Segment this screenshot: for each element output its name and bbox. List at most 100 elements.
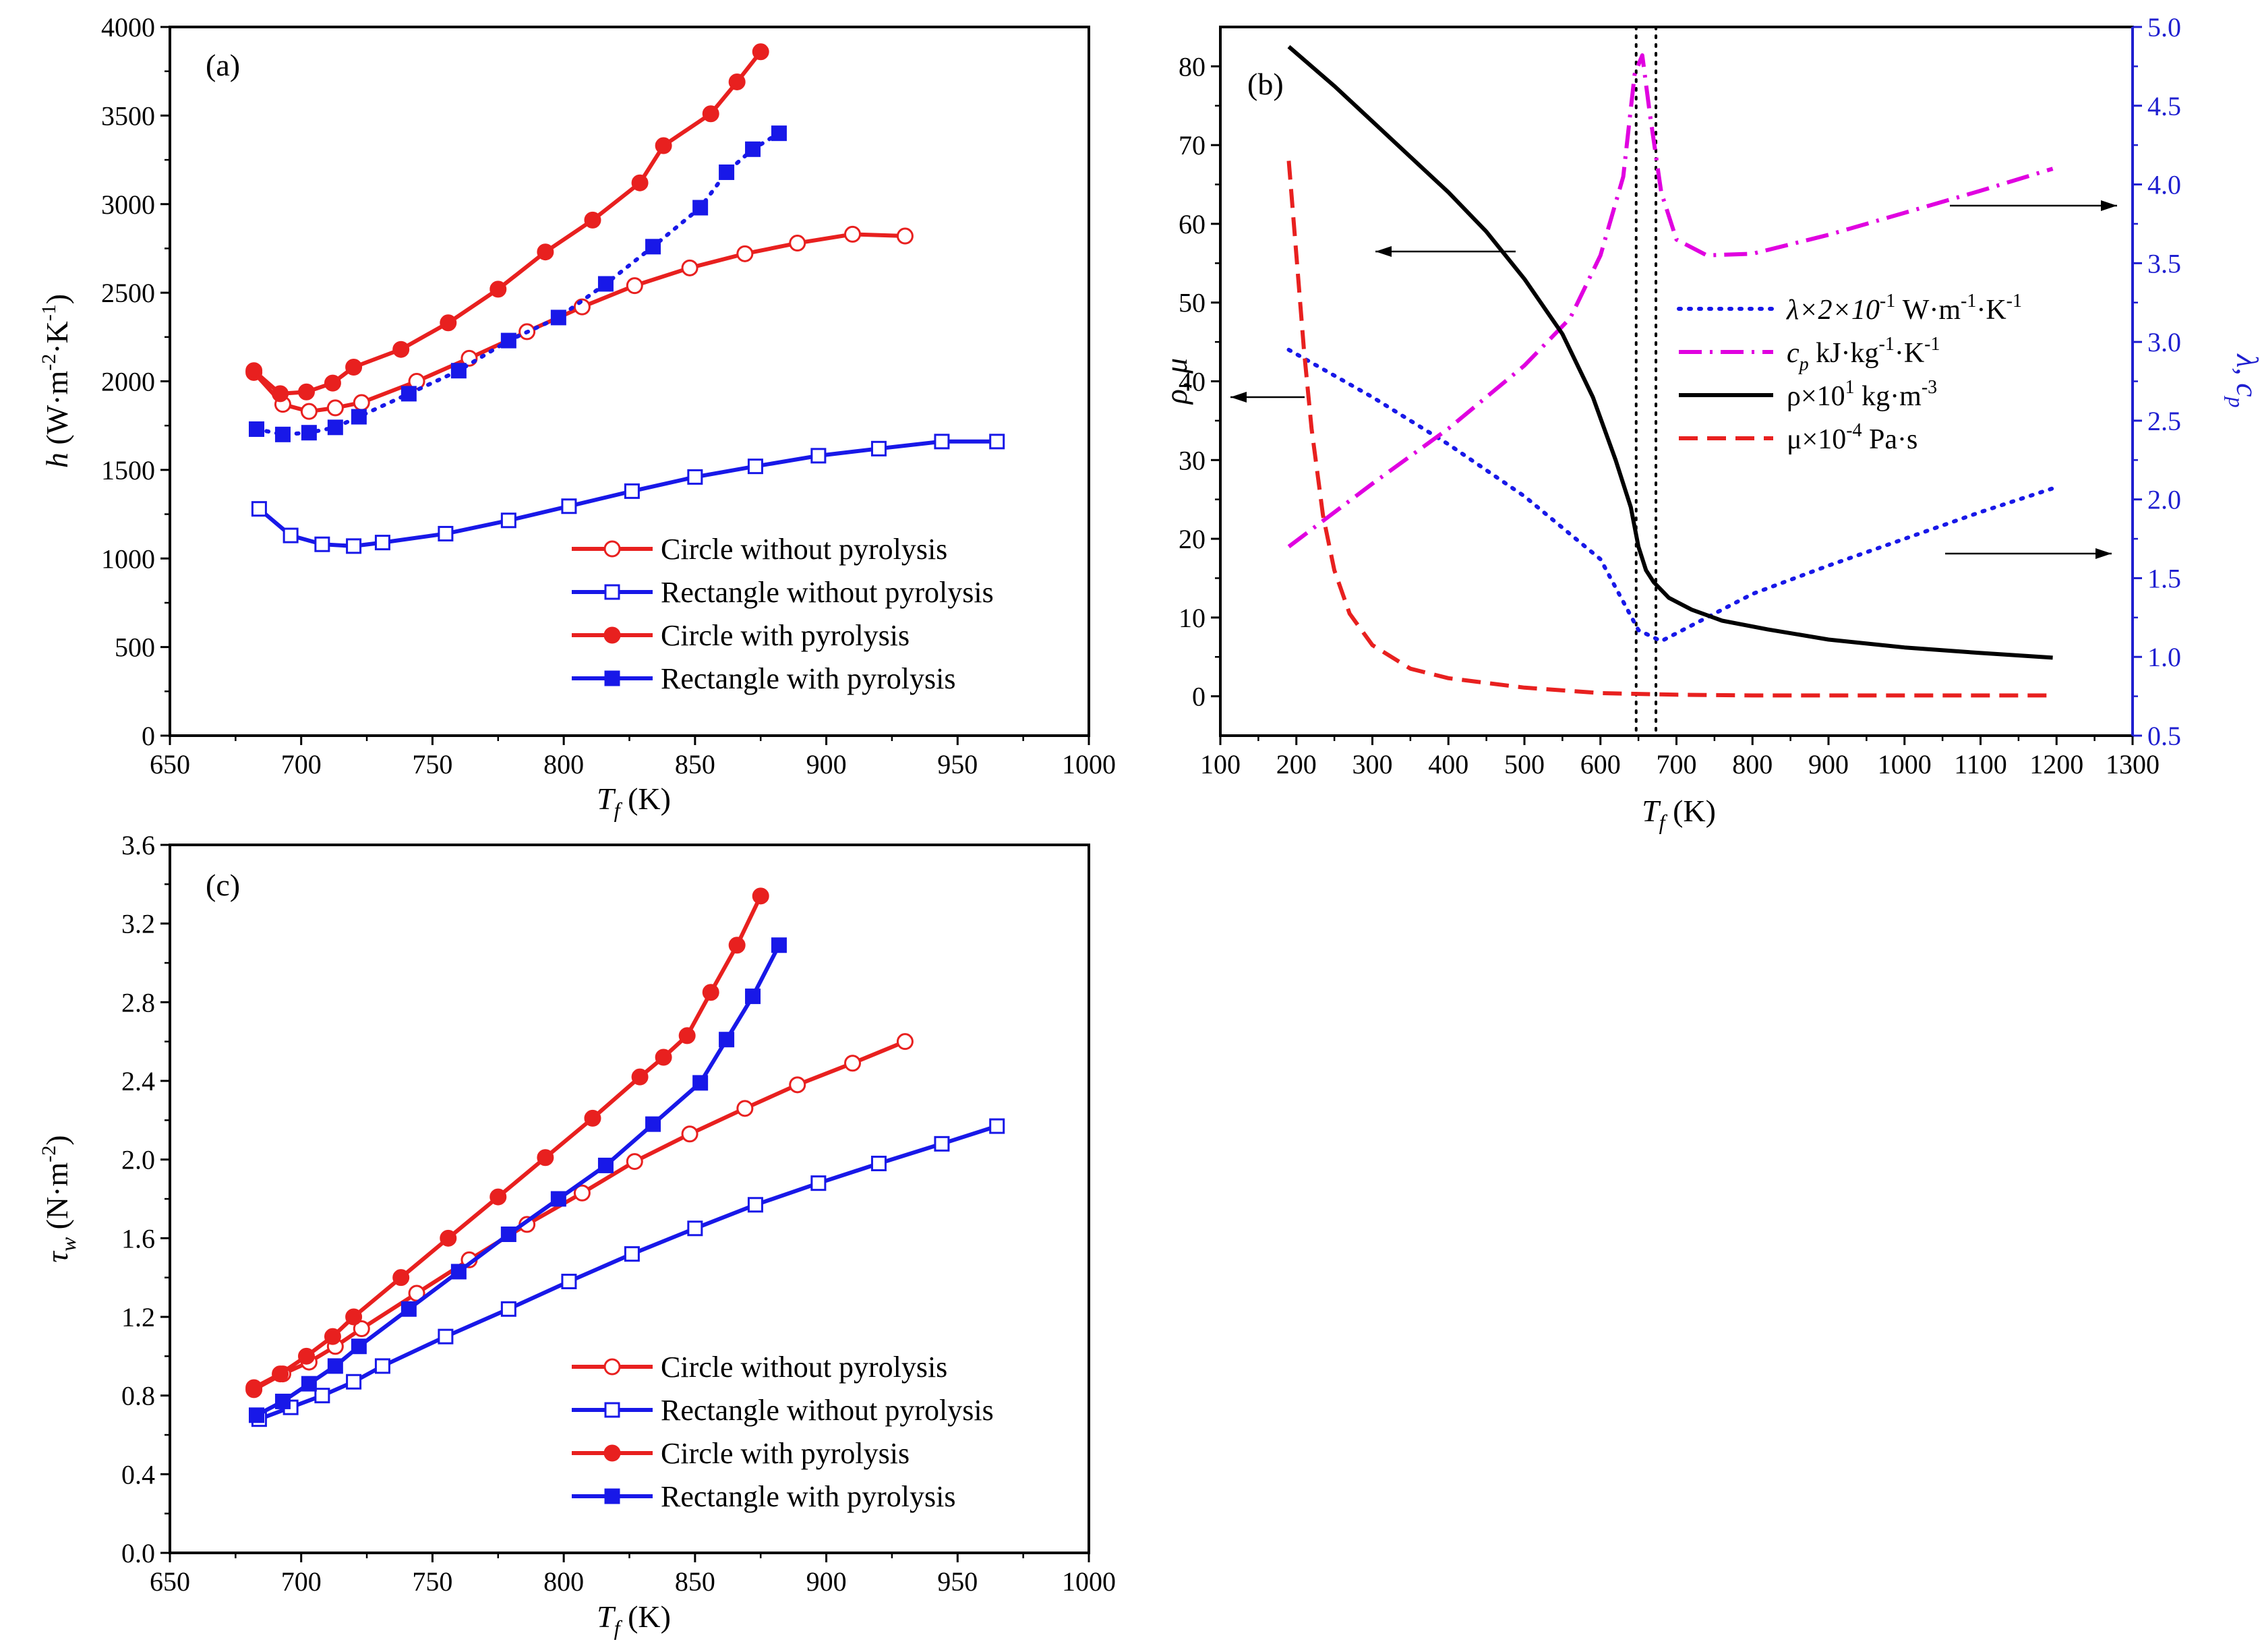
data-point-0-14 bbox=[896, 227, 914, 245]
legend-marker-0 bbox=[603, 540, 621, 558]
data-point-2-14 bbox=[752, 43, 769, 61]
data-point-2-8 bbox=[537, 243, 554, 261]
data-point-1-11 bbox=[810, 1175, 827, 1191]
data-point-3-5 bbox=[400, 1301, 417, 1317]
data-point-1-12 bbox=[870, 1156, 887, 1171]
y-tick-label: 0 bbox=[1192, 682, 1206, 712]
data-point-1-6 bbox=[500, 512, 516, 529]
data-point-2-3 bbox=[324, 1328, 341, 1345]
data-point-2-13 bbox=[702, 984, 719, 1001]
arrow-rho-head bbox=[1375, 246, 1392, 257]
y-tick-label: 40 bbox=[1179, 367, 1206, 397]
y-tick-label: 3000 bbox=[101, 189, 155, 220]
y-tick-label: 0.0 bbox=[121, 1538, 155, 1568]
panel-a-plot-frame bbox=[169, 26, 1090, 737]
panel-a-y-ticks: 0 500 1000 1500 2000 2500 3000 3500 4000 bbox=[101, 12, 170, 751]
legend-label-2: Circle with pyrolysis bbox=[661, 1437, 910, 1470]
data-point-2-7 bbox=[489, 281, 507, 298]
legend-cp-e1: -1 bbox=[1879, 334, 1895, 355]
y-tick-label: 1000 bbox=[101, 543, 155, 574]
arrow-cp-head bbox=[2101, 200, 2117, 211]
data-point-2-5 bbox=[392, 341, 410, 358]
y-tick-label: 3.2 bbox=[121, 909, 155, 939]
panel-b-left-y-axis-label: ρ, μ bbox=[1159, 358, 1193, 405]
y-tick-label: 30 bbox=[1179, 445, 1206, 475]
data-point-3-12 bbox=[719, 1032, 735, 1048]
legend-lambda-e1: -1 bbox=[1880, 291, 1895, 312]
legend-marker-3 bbox=[604, 670, 620, 686]
y-tick-label: 1.2 bbox=[121, 1302, 155, 1332]
legend-label-1: Rectangle without pyrolysis bbox=[661, 1394, 994, 1427]
legend-rho-main: ρ×10 bbox=[1787, 381, 1845, 412]
panel-a-x-axis-label: Tf (K) bbox=[597, 781, 671, 822]
legend-lambda-mid: W·m bbox=[1895, 295, 1961, 326]
panel-c-y-axis-label: τw (N·m-2) bbox=[38, 1135, 80, 1262]
x-tick-label: 1000 bbox=[1062, 749, 1116, 779]
legend-mu-e1: -4 bbox=[1846, 420, 1862, 441]
data-point-3-14 bbox=[771, 937, 787, 953]
data-point-1-2 bbox=[314, 1388, 330, 1404]
y-tick-label: 2.8 bbox=[121, 987, 155, 1017]
panel-b-right-y-ticks: 0.5 1.0 1.5 2.0 2.5 3.0 3.5 4.0 4.5 5.0 bbox=[2131, 12, 2181, 751]
x-tick-label: 650 bbox=[150, 749, 190, 779]
x-tick-label: 700 bbox=[281, 1566, 322, 1597]
panel-b-x-ticks: 100 200 300 400 500 600 700 800 900 1000 1100 1200 1… bbox=[1200, 736, 2160, 779]
x-tick-label: 800 bbox=[1732, 749, 1773, 779]
data-point-1-6 bbox=[500, 1301, 516, 1317]
data-point-2-4 bbox=[345, 358, 363, 376]
data-point-3-4 bbox=[351, 1338, 367, 1355]
data-point-0-12 bbox=[789, 1076, 806, 1094]
data-point-3-6 bbox=[450, 363, 467, 379]
legend-marker-1 bbox=[604, 584, 620, 600]
panel-b-x-axis-label: Tf (K) bbox=[1642, 794, 1716, 834]
data-point-0-13 bbox=[844, 225, 862, 243]
data-point-1-8 bbox=[624, 1246, 640, 1262]
x-tick-label: 900 bbox=[806, 749, 847, 779]
legend-label-3: Rectangle with pyrolysis bbox=[661, 662, 956, 695]
x-tick-label: 100 bbox=[1200, 749, 1241, 779]
data-point-3-1 bbox=[274, 426, 291, 442]
data-point-0-11 bbox=[736, 1100, 754, 1117]
panel-a-y-axis-label: h (W·m-2·K-1) bbox=[38, 294, 74, 468]
x-tick-label: 900 bbox=[806, 1566, 847, 1597]
data-point-0-13 bbox=[844, 1055, 862, 1072]
y-tick-label: 0.4 bbox=[121, 1459, 155, 1489]
data-point-3-5 bbox=[400, 386, 417, 402]
data-point-2-12 bbox=[702, 105, 719, 123]
y-tick-label: 2.4 bbox=[121, 1066, 155, 1096]
data-point-3-9 bbox=[597, 1157, 614, 1173]
data-point-1-11 bbox=[810, 448, 827, 464]
right-y-tick-label: 2.5 bbox=[2147, 406, 2181, 436]
legend-label-1: Rectangle without pyrolysis bbox=[661, 576, 994, 609]
y-tick-label: 0.8 bbox=[121, 1381, 155, 1411]
data-point-1-0 bbox=[251, 501, 267, 517]
data-point-3-11 bbox=[692, 200, 709, 216]
panel-a-label: (a) bbox=[206, 48, 240, 82]
panel-b-axis-arrows bbox=[1230, 200, 2117, 559]
legend-label-0: Circle without pyrolysis bbox=[661, 1351, 947, 1384]
panel-b-plot-frame bbox=[1219, 26, 2134, 737]
data-point-3-7 bbox=[500, 332, 516, 349]
data-point-3-11 bbox=[692, 1075, 709, 1091]
legend-lambda-mid2: ·K bbox=[1976, 295, 2006, 326]
data-point-1-3 bbox=[346, 1374, 362, 1390]
y-tick-label: 4000 bbox=[101, 12, 155, 42]
panel-c-plot-frame bbox=[169, 844, 1090, 1554]
data-point-0-3 bbox=[326, 399, 344, 417]
data-point-0-14 bbox=[896, 1033, 914, 1051]
data-point-2-4 bbox=[345, 1308, 363, 1326]
panel-b-pseudo-critical-lines bbox=[1634, 26, 1658, 737]
arrow-lambda-head bbox=[2095, 548, 2112, 559]
x-tick-label: 1200 bbox=[2029, 749, 2083, 779]
legend-cp-e2: -1 bbox=[1924, 334, 1940, 355]
data-point-1-10 bbox=[747, 459, 763, 475]
data-point-0-8 bbox=[573, 1184, 591, 1202]
panel-b-fluid-properties: (b) 100 200 300 400 500 600 700 800 900 1000 1100 1… bbox=[1159, 12, 2260, 834]
data-point-3-4 bbox=[351, 409, 367, 425]
data-point-1-2 bbox=[314, 536, 330, 552]
data-point-1-7 bbox=[561, 1274, 577, 1289]
legend-marker-3 bbox=[604, 1488, 620, 1504]
right-y-tick-label: 5.0 bbox=[2147, 12, 2181, 42]
data-point-2-2 bbox=[298, 383, 316, 401]
panel-b-legend: λ×2×10-1 W·m-1·K-1cp kJ·kg-1·K-1ρ×101 kg… bbox=[1677, 291, 2022, 455]
